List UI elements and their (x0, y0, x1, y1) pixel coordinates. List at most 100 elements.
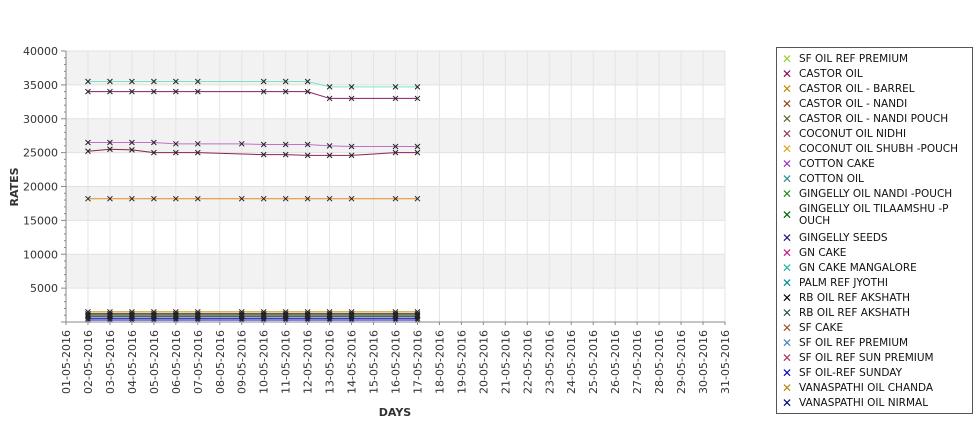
x-tick-label: 12-05-2016 (302, 330, 315, 394)
x-tick-label: 05-05-2016 (148, 330, 161, 394)
y-axis-label: RATES (8, 167, 21, 206)
legend-marker-icon: ✕ (781, 113, 793, 125)
legend-label: GINGELLY OIL TILAAMSHU -P OUCH (799, 203, 969, 227)
y-tick-label: 15000 (23, 214, 58, 227)
legend-item: ✕ RB OIL REF AKSHATH (777, 292, 969, 304)
legend-marker-icon: ✕ (781, 307, 793, 319)
x-tick-label: 15-05-2016 (368, 330, 381, 394)
y-tick-label: 30000 (23, 113, 58, 126)
legend-item: ✕ RB OIL REF AKSHATH (777, 307, 969, 319)
x-tick-label: 20-05-2016 (477, 330, 490, 394)
legend-item: ✕ COTTON CAKE (777, 158, 969, 170)
x-tick-label: 13-05-2016 (324, 330, 337, 394)
legend-item: ✕ SF OIL-REF SUNDAY (777, 367, 969, 379)
legend-label: SF OIL REF PREMIUM (799, 337, 969, 349)
legend-marker-icon: ✕ (781, 53, 793, 65)
legend-label: CASTOR OIL - NANDI POUCH (799, 113, 969, 125)
legend-marker-icon: ✕ (781, 382, 793, 394)
legend-label: CASTOR OIL (799, 68, 969, 80)
legend-label: VANASPATHI OIL CHANDA (799, 382, 969, 394)
y-tick-label: 40000 (23, 45, 58, 58)
x-tick-label: 21-05-2016 (499, 330, 512, 394)
legend-label: COTTON OIL (799, 173, 969, 185)
legend-marker-icon: ✕ (781, 277, 793, 289)
legend-item: ✕ CASTOR OIL (777, 68, 969, 80)
x-tick-label: 31-05-2016 (719, 330, 732, 394)
y-tick-label: 35000 (23, 79, 58, 92)
legend-label: COCONUT OIL NIDHI (799, 128, 969, 140)
legend-item: ✕ CASTOR OIL - NANDI (777, 98, 969, 110)
x-tick-labels: 01-05-2016 02-05-2016 03-05-2016 04-05-2016… (60, 330, 732, 394)
x-tick-label: 17-05-2016 (411, 330, 424, 394)
x-tick-label: 01-05-2016 (60, 330, 73, 394)
x-tick-label: 22-05-2016 (521, 330, 534, 394)
legend-item: ✕ GINGELLY OIL NANDI -POUCH (777, 188, 969, 200)
legend-marker-icon: ✕ (781, 68, 793, 80)
legend-item: ✕ SF OIL REF PREMIUM (777, 337, 969, 349)
legend-item: ✕ SF CAKE (777, 322, 969, 334)
legend-item: ✕ SF OIL REF PREMIUM (777, 53, 969, 65)
legend-label: COCONUT OIL SHUBH -POUCH (799, 143, 969, 155)
x-tick-label: 09-05-2016 (236, 330, 249, 394)
x-tick-label: 28-05-2016 (653, 330, 666, 394)
x-tick-label: 11-05-2016 (280, 330, 293, 394)
legend-item: ✕ SF OIL REF SUN PREMIUM (777, 352, 969, 364)
x-tick-label: 23-05-2016 (543, 330, 556, 394)
x-tick-label: 16-05-2016 (390, 330, 403, 394)
legend-item: ✕ PALM REF JYOTHI (777, 277, 969, 289)
legend-label: GINGELLY SEEDS (799, 232, 969, 244)
legend-marker-icon: ✕ (781, 209, 793, 221)
legend-label: GINGELLY OIL NANDI -POUCH (799, 188, 969, 200)
legend-marker-icon: ✕ (781, 247, 793, 259)
legend-item: ✕ CASTOR OIL - BARREL (777, 83, 969, 95)
legend-label: RB OIL REF AKSHATH (799, 307, 969, 319)
legend-marker-icon: ✕ (781, 337, 793, 349)
legend-item: ✕ CASTOR OIL - NANDI POUCH (777, 113, 969, 125)
x-tick-label: 06-05-2016 (170, 330, 183, 394)
legend-label: CASTOR OIL - NANDI (799, 98, 969, 110)
x-tick-label: 24-05-2016 (565, 330, 578, 394)
legend-marker-icon: ✕ (781, 367, 793, 379)
legend-label: SF OIL-REF SUNDAY (799, 367, 969, 379)
x-axis-label: DAYS (379, 406, 412, 419)
legend-marker-icon: ✕ (781, 158, 793, 170)
legend-label: VANASPATHI OIL NIRMAL (799, 397, 969, 409)
legend-label: COTTON CAKE (799, 158, 969, 170)
legend-label: GN CAKE MANGALORE (799, 262, 969, 274)
legend-label: SF OIL REF SUN PREMIUM (799, 352, 969, 364)
x-tick-label: 08-05-2016 (214, 330, 227, 394)
x-tick-label: 27-05-2016 (631, 330, 644, 394)
legend-label: PALM REF JYOTHI (799, 277, 969, 289)
x-tick-label: 03-05-2016 (104, 330, 117, 394)
legend-label: CASTOR OIL - BARREL (799, 83, 969, 95)
y-tick-label: 20000 (23, 181, 58, 194)
legend-item: ✕ GN CAKE (777, 247, 969, 259)
legend-label: SF OIL REF PREMIUM (799, 53, 969, 65)
legend-item: ✕ COCONUT OIL NIDHI (777, 128, 969, 140)
legend-item: ✕ GINGELLY SEEDS (777, 232, 969, 244)
legend-marker-icon: ✕ (781, 292, 793, 304)
x-tick-label: 26-05-2016 (609, 330, 622, 394)
y-tick-label: 25000 (23, 147, 58, 160)
legend-item: ✕ COCONUT OIL SHUBH -POUCH (777, 143, 969, 155)
x-tick-label: 25-05-2016 (587, 330, 600, 394)
y-tick-label: 5000 (30, 282, 58, 295)
x-tick-label: 10-05-2016 (258, 330, 271, 394)
x-tick-label: 02-05-2016 (82, 330, 95, 394)
legend-marker-icon: ✕ (781, 232, 793, 244)
legend-marker-icon: ✕ (781, 322, 793, 334)
legend-item: ✕ VANASPATHI OIL NIRMAL (777, 397, 969, 409)
x-tick-label: 19-05-2016 (455, 330, 468, 394)
legend-label: GN CAKE (799, 247, 969, 259)
legend-label: SF CAKE (799, 322, 969, 334)
legend-marker-icon: ✕ (781, 128, 793, 140)
legend-item: ✕ GN CAKE MANGALORE (777, 262, 969, 274)
y-tick-label: 10000 (23, 248, 58, 261)
legend-marker-icon: ✕ (781, 352, 793, 364)
x-tick-label: 18-05-2016 (433, 330, 446, 394)
x-tick-label: 29-05-2016 (675, 330, 688, 394)
y-tick-labels: 5000 10000 15000 20000 25000 30000 35000 40000 (23, 45, 58, 295)
legend-marker-icon: ✕ (781, 188, 793, 200)
legend-marker-icon: ✕ (781, 173, 793, 185)
legend-label: RB OIL REF AKSHATH (799, 292, 969, 304)
